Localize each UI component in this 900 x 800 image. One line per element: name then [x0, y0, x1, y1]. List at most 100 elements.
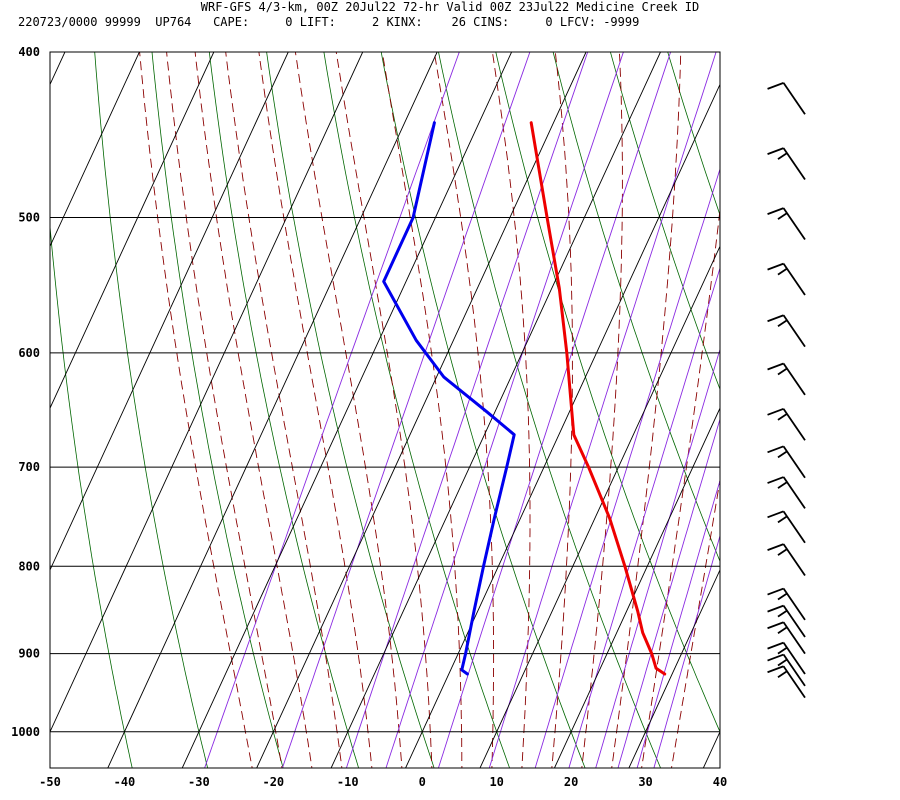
wind-barb-flag	[767, 147, 784, 155]
wind-barb-staff	[782, 445, 806, 479]
wind-barb-flag	[767, 587, 784, 596]
moist-adiabat	[491, 52, 531, 768]
moist-adiabat	[641, 206, 720, 768]
mixing-ratio-line	[568, 266, 720, 768]
x-tick-label: 20	[564, 775, 578, 789]
wind-barb-staff	[782, 314, 806, 348]
wind-barb-flag	[777, 267, 788, 276]
wind-barb-flag	[777, 609, 788, 618]
wind-barb-flag	[777, 592, 788, 601]
mixing-ratio-line	[534, 167, 720, 768]
wind-barb-flag	[777, 658, 788, 667]
wind-barb-staff	[782, 263, 806, 296]
mixing-ratio-line	[281, 52, 531, 768]
dry-adiabat	[438, 52, 662, 768]
moist-adiabat	[581, 52, 623, 768]
wind-barbs	[767, 82, 806, 699]
wind-barb-flag	[777, 646, 788, 655]
wind-barb-staff	[782, 665, 806, 699]
wind-barb-flag	[767, 207, 784, 215]
dry-adiabat	[266, 52, 435, 768]
y-tick-label: 1000	[11, 725, 40, 739]
wind-barb	[767, 641, 806, 675]
wind-barb-staff	[782, 588, 806, 621]
wind-barb-staff	[782, 408, 806, 441]
wind-barb-flag	[767, 82, 784, 90]
wind-barb-flag	[767, 407, 784, 416]
isotherm	[554, 407, 720, 768]
wind-barb-flag	[777, 515, 788, 524]
wind-barb-flag	[767, 476, 784, 484]
mixing-ratio-line	[617, 417, 720, 768]
x-tick-label: 30	[638, 775, 652, 789]
x-tick-label: 10	[489, 775, 503, 789]
wind-barb-flag	[777, 152, 788, 160]
chart-header-line-2: 220723/0000 99999 UP764 CAPE: 0 LIFT: 2 …	[18, 15, 639, 29]
wind-barb-flag	[767, 621, 784, 630]
wind-barb-staff	[782, 621, 806, 655]
dry-adiabat	[50, 222, 133, 768]
mixing-ratio-line	[488, 52, 717, 768]
wind-barb-flag	[767, 362, 784, 371]
moist-adiabat	[551, 52, 573, 768]
dewpoint-trace	[382, 121, 516, 676]
x-tick-label: 0	[419, 775, 426, 789]
dry-adiabat	[833, 33, 900, 775]
x-tick-label: -40	[114, 775, 136, 789]
wind-barb-staff	[782, 543, 806, 576]
wind-barb	[767, 407, 806, 441]
isotherm	[50, 52, 140, 248]
moist-adiabat	[381, 52, 463, 768]
y-tick-label: 600	[18, 346, 40, 360]
dry-adiabat	[151, 52, 284, 768]
moist-adiabat	[139, 52, 253, 768]
moist-adiabat	[335, 52, 433, 768]
wind-barb-staff	[782, 605, 806, 638]
wind-barb	[767, 314, 806, 348]
y-tick-label: 700	[18, 460, 40, 474]
moist-adiabat	[258, 52, 373, 768]
wind-barb	[767, 82, 806, 115]
isotherm	[256, 52, 587, 768]
chart-header-line-1: WRF-GFS 4/3-km, 00Z 20Jul22 72-hr Valid …	[201, 0, 700, 14]
mixing-ratio-line	[437, 52, 672, 768]
wind-barb	[767, 665, 806, 699]
wind-barb	[767, 587, 806, 621]
grid-and-frame	[49, 51, 721, 769]
wind-barb-staff	[782, 510, 806, 544]
wind-barb	[767, 207, 806, 240]
mixing-ratio-line	[636, 479, 720, 768]
wind-barb	[767, 653, 806, 687]
mixing-ratio-line	[595, 347, 720, 768]
isotherm	[50, 52, 289, 572]
wind-barb-staff	[782, 363, 806, 396]
wind-barb-flag	[777, 319, 788, 328]
dry-adiabat	[776, 33, 900, 775]
wind-barb	[767, 543, 806, 576]
wind-barb-flag	[767, 543, 784, 551]
isotherm	[628, 568, 720, 768]
plot-frame	[49, 51, 721, 769]
wind-barb-flag	[767, 314, 784, 323]
wind-barb-staff	[782, 147, 806, 181]
wind-barb	[767, 604, 806, 638]
mixing-ratio-line	[653, 534, 720, 768]
moist-adiabat	[611, 52, 682, 768]
sounding-traces	[382, 121, 667, 676]
wind-barb	[767, 262, 806, 296]
mixing-ratio-line	[204, 52, 460, 768]
wind-barb-flag	[767, 262, 784, 271]
wind-barb	[767, 621, 806, 655]
isotherm	[107, 52, 438, 768]
wind-barb-flag	[767, 641, 784, 650]
isotherm	[181, 52, 513, 768]
dry-adiabat	[323, 52, 511, 768]
y-tick-label: 400	[18, 45, 40, 59]
moist-adiabat	[166, 52, 283, 768]
dry-adiabat	[495, 52, 720, 733]
wind-barb-flag	[767, 445, 784, 454]
x-tick-label: -20	[262, 775, 284, 789]
isotherm	[702, 730, 720, 768]
moist-adiabat	[433, 52, 495, 768]
x-tick-label: -30	[188, 775, 210, 789]
